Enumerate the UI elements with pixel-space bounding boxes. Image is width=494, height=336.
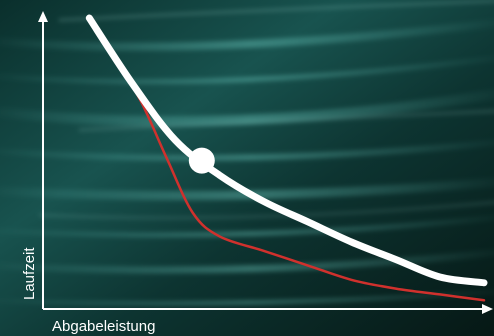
series-red-line: [112, 57, 486, 302]
y-axis-arrow-icon: [38, 11, 48, 22]
background-streak: [58, 0, 494, 22]
x-axis-label: Abgabeleistung: [52, 318, 155, 335]
y-axis-label: Laufzeit: [21, 247, 38, 300]
background-streak: [0, 89, 494, 127]
series-white-line: [85, 14, 488, 287]
curves: [85, 14, 488, 302]
background-streak: [78, 109, 494, 132]
background-streak: [0, 139, 494, 161]
background-streak: [0, 249, 494, 274]
background-streak: [0, 215, 494, 238]
operating-point-marker: [188, 147, 215, 174]
background-streak: [38, 200, 494, 220]
background-streak: [0, 55, 494, 85]
x-axis-arrow-icon: [482, 304, 493, 314]
axes: [38, 11, 493, 314]
